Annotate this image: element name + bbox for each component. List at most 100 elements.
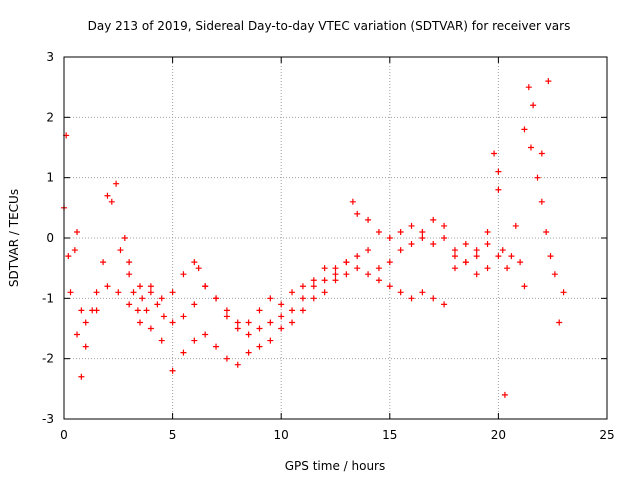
data-point [419, 228, 426, 235]
data-point [137, 283, 144, 290]
data-point [534, 174, 541, 181]
data-point [495, 168, 502, 175]
data-point [397, 289, 404, 296]
data-point [289, 307, 296, 314]
data-point [430, 295, 437, 302]
data-point [278, 325, 285, 332]
data-point [104, 283, 111, 290]
data-point [560, 289, 567, 296]
data-point [267, 319, 274, 326]
data-point [375, 228, 382, 235]
data-point [126, 259, 133, 266]
data-point [278, 313, 285, 320]
data-point [299, 283, 306, 290]
data-point [126, 301, 133, 308]
data-point [512, 222, 519, 229]
data-point [349, 198, 356, 205]
data-point [397, 247, 404, 254]
data-point [310, 295, 317, 302]
axis-ticks: 0 5 10 15 20 25 -3 -2 -1 0 1 2 3 [42, 50, 615, 442]
data-point [245, 319, 252, 326]
data-point [289, 319, 296, 326]
data-point [169, 319, 176, 326]
data-point [451, 265, 458, 272]
data-point [115, 289, 122, 296]
data-point [521, 283, 528, 290]
data-point [491, 150, 498, 157]
data-point [117, 247, 124, 254]
data-point [126, 271, 133, 278]
data-point [462, 241, 469, 248]
x-tick-label: 25 [599, 428, 614, 442]
y-axis-label: SDTVAR / TECUs [7, 189, 21, 287]
data-point [545, 78, 552, 85]
data-point [310, 277, 317, 284]
data-point [93, 289, 100, 296]
data-point [499, 247, 506, 254]
data-point [67, 289, 74, 296]
data-point [375, 277, 382, 284]
data-point [473, 271, 480, 278]
data-point [495, 186, 502, 193]
grid-lines [64, 57, 607, 419]
data-point [134, 307, 141, 314]
x-tick-label: 5 [169, 428, 177, 442]
data-point [195, 265, 202, 272]
data-point [137, 319, 144, 326]
chart-title: Day 213 of 2019, Sidereal Day-to-day VTE… [88, 19, 571, 33]
y-tick-label: -2 [42, 352, 54, 366]
data-point [256, 307, 263, 314]
data-point [143, 307, 150, 314]
data-point [160, 313, 167, 320]
data-point [158, 337, 165, 344]
data-point [397, 228, 404, 235]
data-point [93, 307, 100, 314]
data-point [202, 331, 209, 338]
data-point [234, 361, 241, 368]
data-point [169, 289, 176, 296]
data-point [191, 301, 198, 308]
data-point [495, 253, 502, 260]
data-point [441, 222, 448, 229]
data-point [154, 301, 161, 308]
data-point [525, 84, 532, 91]
data-point [521, 126, 528, 133]
data-point [386, 235, 393, 241]
data-point [408, 241, 415, 248]
data-point [543, 228, 550, 235]
x-tick-label: 0 [60, 428, 68, 442]
data-point [527, 144, 534, 151]
data-point [551, 271, 558, 278]
data-point [245, 349, 252, 356]
data-point [504, 265, 511, 272]
data-point [78, 307, 85, 314]
data-point [451, 253, 458, 260]
y-tick-label: 3 [46, 50, 54, 64]
data-point [375, 265, 382, 272]
data-point [278, 301, 285, 308]
data-point [441, 235, 448, 241]
data-point [386, 283, 393, 290]
data-point [508, 253, 515, 260]
data-point [332, 265, 339, 272]
y-tick-label: 2 [46, 110, 54, 124]
data-point [139, 295, 146, 302]
x-tick-label: 15 [382, 428, 397, 442]
data-point [343, 259, 350, 266]
data-point [484, 228, 491, 235]
y-tick-label: 0 [46, 231, 54, 245]
data-point [299, 307, 306, 314]
data-point [82, 343, 89, 350]
data-point [180, 349, 187, 356]
data-point [299, 295, 306, 302]
data-point [419, 235, 426, 241]
data-point [267, 337, 274, 344]
data-point [223, 313, 230, 320]
data-point [430, 216, 437, 223]
data-point [74, 331, 81, 338]
data-point [202, 283, 209, 290]
y-tick-label: -1 [42, 291, 54, 305]
data-point [365, 247, 372, 254]
data-point [354, 210, 361, 217]
